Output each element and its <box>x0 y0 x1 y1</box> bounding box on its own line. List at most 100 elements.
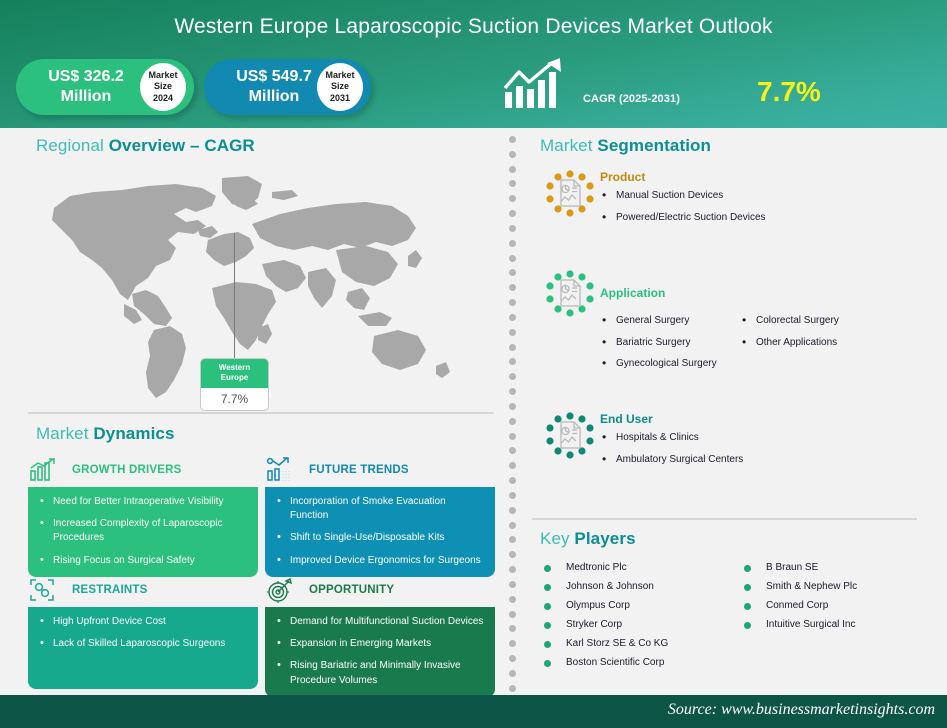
dynamics-card-header: FUTURE TRENDS <box>265 456 495 484</box>
market-size-2031-pill: US$ 549.7 Million Market Size 2031 <box>204 59 371 115</box>
dynamics-card-label: GROWTH DRIVERS <box>72 464 182 476</box>
dynamics-card-label: RESTRAINTS <box>72 584 148 596</box>
segmentation-title-thin: Market <box>540 136 598 155</box>
list-item: Intuitive Surgical Inc <box>740 619 930 630</box>
divider-dot <box>509 373 516 381</box>
list-item: Olympus Corp <box>540 600 740 611</box>
divider-dot <box>509 566 516 574</box>
dynamics-item-list: Incorporation of Smoke Evacuation Functi… <box>277 494 485 569</box>
divider-dot <box>509 491 516 499</box>
divider-dot <box>509 180 516 188</box>
dynamics-title-bold: Dynamics <box>93 424 175 443</box>
divider-dot <box>509 447 516 455</box>
divider-dot <box>509 165 516 173</box>
key-players-column: Medtronic Plc Johnson & Johnson Olympus … <box>540 562 740 676</box>
list-item: Demand for Multifunctional Suction Devic… <box>277 614 485 630</box>
badge-line-3: 2031 <box>329 92 351 103</box>
regional-title-thin: Regional <box>36 136 109 155</box>
growth-arrow-chart-icon <box>503 58 565 115</box>
dynamics-card-header: GROWTH DRIVERS <box>28 456 258 484</box>
region-cagr-card: Western Europe 7.7% <box>200 358 269 411</box>
header-banner: Western Europe Laparoscopic Suction Devi… <box>0 0 947 128</box>
segmentation-column: Colorectal Surgery Other Applications <box>740 312 890 379</box>
divider-dot <box>509 388 516 396</box>
regional-title-bold: Overview – CAGR <box>108 136 255 155</box>
cagr-value: 7.7% <box>757 76 821 107</box>
divider-dot <box>509 536 516 544</box>
list-item: Need for Better Intraoperative Visibilit… <box>40 494 248 510</box>
badge-line-3: 2024 <box>152 92 174 103</box>
key-players-title-thin: Key <box>540 529 575 548</box>
chain-link-restraint-icon <box>28 577 58 603</box>
market-size-2024-amount: US$ 326.2 <box>48 68 124 86</box>
divider-dot <box>509 669 516 677</box>
divider-dot <box>509 254 516 262</box>
list-item: Karl Storz SE & Co KG <box>540 638 740 649</box>
dynamics-card-box: Need for Better Intraoperative Visibilit… <box>28 487 258 577</box>
divider-dot <box>509 269 516 277</box>
segmentation-group-body: Application General Surgery Bariatric Su… <box>600 268 890 379</box>
segmentation-column: General Surgery Bariatric Surgery Gyneco… <box>600 312 740 379</box>
world-map <box>36 168 491 403</box>
market-size-2031-value: US$ 549.7 Million <box>220 67 328 106</box>
divider-dot <box>509 462 516 470</box>
divider-dot <box>509 136 516 143</box>
report-document-icon <box>540 268 600 324</box>
report-document-icon <box>540 410 600 466</box>
divider-dot <box>509 580 516 588</box>
divider-dot <box>509 640 516 648</box>
region-cagr-value: 7.7% <box>220 391 249 406</box>
market-size-2031-badge: Market Size 2031 <box>317 63 363 111</box>
market-size-2024-value: US$ 326.2 Million <box>32 67 140 106</box>
list-item: Johnson & Johnson <box>540 581 740 592</box>
dynamics-card-box: Incorporation of Smoke Evacuation Functi… <box>265 487 495 577</box>
report-document-icon-svg <box>546 412 594 459</box>
list-item: Ambulatory Surgical Centers <box>600 451 820 467</box>
world-map-svg <box>52 176 450 398</box>
report-document-icon-svg <box>546 270 594 317</box>
key-players-title-bold: Players <box>574 529 636 548</box>
divider-above-dynamics <box>28 412 494 414</box>
region-name-line1: Western <box>218 363 251 372</box>
list-item: Gynecological Surgery <box>600 355 740 371</box>
market-size-2031-amount: US$ 549.7 <box>236 68 312 86</box>
list-item: Increased Complexity of Laparoscopic Pro… <box>40 516 248 545</box>
dynamics-card-restraints: RESTRAINTS High Upfront Device Cost Lack… <box>28 576 258 689</box>
market-size-2031-unit: Million <box>248 88 300 105</box>
divider-dot <box>509 506 516 514</box>
list-item: Stryker Corp <box>540 619 740 630</box>
divider-dot <box>509 284 516 292</box>
key-players-title: Key Players <box>540 529 636 549</box>
list-item: Incorporation of Smoke Evacuation Functi… <box>277 494 485 523</box>
divider-dot <box>509 551 516 559</box>
divider-dot <box>509 343 516 351</box>
segmentation-column: Manual Suction Devices Powered/Electric … <box>600 187 785 232</box>
report-document-icon-svg <box>546 170 594 217</box>
region-name-line2: Europe <box>220 373 249 383</box>
list-item: Improved Device Ergonomics for Surgeons <box>277 553 485 569</box>
segmentation-group-product: Product Manual Suction Devices Powered/E… <box>540 168 930 232</box>
divider-dot <box>509 239 516 247</box>
list-item: Bariatric Surgery <box>600 334 740 350</box>
divider-dot <box>509 595 516 603</box>
cagr-label: CAGR (2025-2031) <box>583 93 680 105</box>
divider-dot <box>509 684 516 692</box>
divider-dot <box>509 150 516 158</box>
segmentation-columns: General Surgery Bariatric Surgery Gyneco… <box>600 312 890 379</box>
dynamics-card-label: OPPORTUNITY <box>309 584 395 596</box>
marker-connector-line <box>234 233 235 358</box>
dynamics-item-list: High Upfront Device Cost Lack of Skilled… <box>40 614 248 652</box>
footer-bar: Source: www.businessmarketinsights.com <box>0 695 947 728</box>
list-item: Boston Scientific Corp <box>540 657 740 668</box>
regional-overview-title: Regional Overview – CAGR <box>36 136 255 156</box>
divider-dot <box>509 432 516 440</box>
report-document-icon <box>540 168 600 224</box>
dynamics-card-header: RESTRAINTS <box>28 576 258 604</box>
key-players-column: B Braun SE Smith & Nephew Plc Conmed Cor… <box>740 562 930 676</box>
list-item: High Upfront Device Cost <box>40 614 248 630</box>
list-item: Rising Focus on Surgical Safety <box>40 553 248 569</box>
segmentation-group-name: End User <box>600 412 653 426</box>
segmentation-group-application: Application General Surgery Bariatric Su… <box>540 268 930 379</box>
list-item: Lack of Skilled Laparoscopic Surgeons <box>40 636 248 652</box>
dynamics-title-thin: Market <box>36 424 94 443</box>
